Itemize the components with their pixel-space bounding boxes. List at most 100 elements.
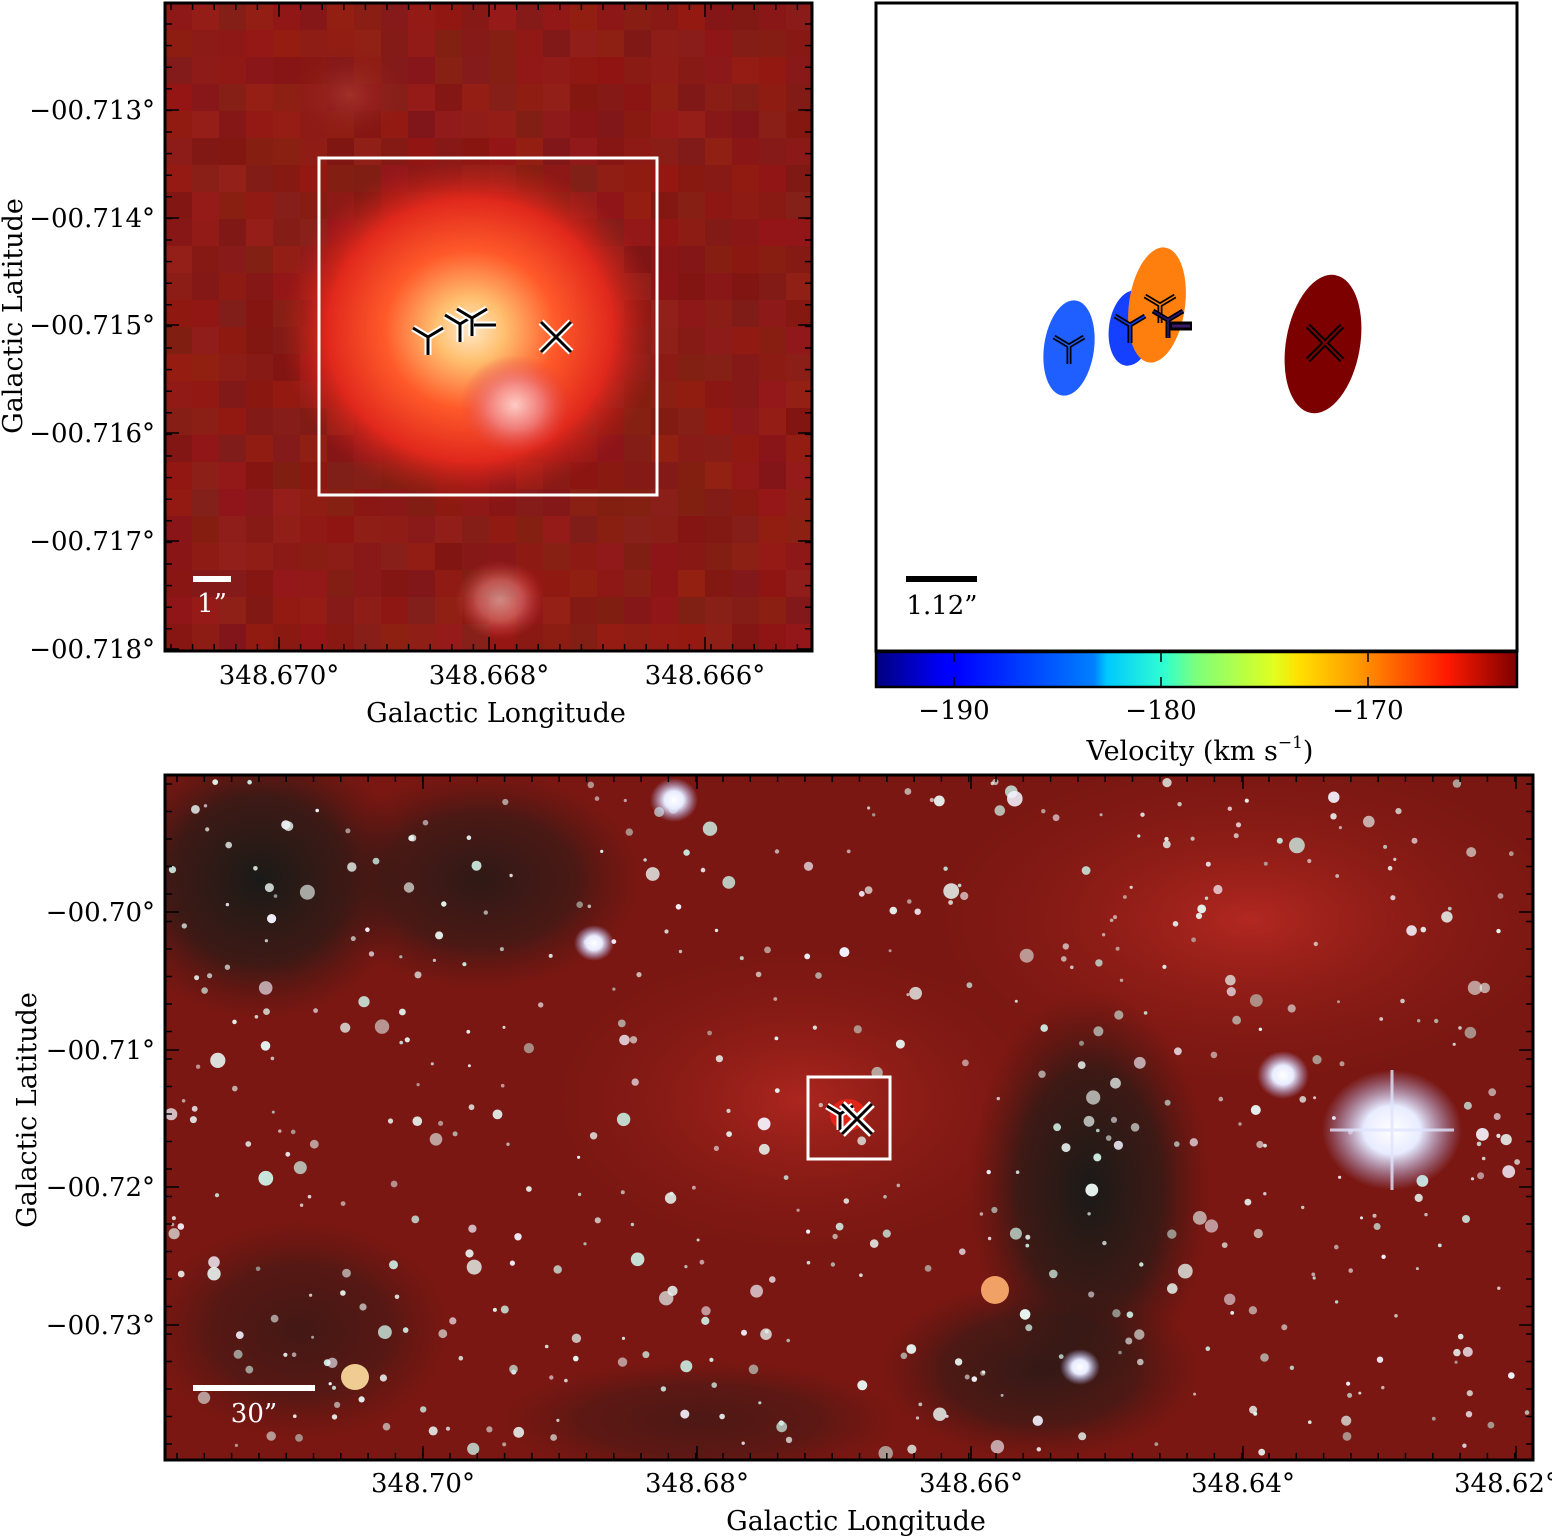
scale-bar-label-top-right: 1.12” [906, 591, 977, 621]
star [1376, 1356, 1384, 1363]
star [642, 1351, 650, 1359]
pixel-block [246, 381, 273, 408]
star [334, 1401, 341, 1408]
pixel-block [759, 462, 786, 489]
pixel-block [165, 462, 192, 489]
star [402, 1327, 409, 1333]
inset-box [806, 1075, 892, 1161]
pixel-block [543, 138, 570, 165]
pixel-block [219, 273, 246, 300]
star [1041, 809, 1046, 814]
star [1434, 1018, 1439, 1024]
star [629, 1036, 638, 1044]
star [404, 1037, 410, 1043]
pixel-block [678, 192, 705, 219]
pixel-block [192, 111, 219, 138]
pixel-block [219, 489, 246, 516]
star [254, 1015, 259, 1019]
star [195, 1064, 201, 1069]
star [1019, 948, 1034, 963]
pixel-block [732, 597, 759, 624]
pixel-block [651, 435, 678, 462]
pixel-block [165, 597, 192, 624]
pixel-block [246, 516, 273, 543]
star [1465, 1411, 1473, 1418]
star [358, 996, 370, 1008]
star [1078, 1432, 1087, 1441]
pixel-block [219, 300, 246, 327]
pixel-block [597, 489, 624, 516]
pixel-block [354, 489, 381, 516]
star [432, 958, 436, 963]
star [962, 1059, 969, 1067]
x-tick-label: 348.666° [645, 661, 766, 691]
pixel-block [246, 435, 273, 462]
pixel-block [759, 192, 786, 219]
star [177, 1223, 185, 1230]
star [675, 904, 682, 910]
star [1307, 858, 1312, 864]
star [1110, 1116, 1118, 1123]
star [210, 1052, 226, 1068]
star [678, 949, 683, 954]
top-right-frame [874, 1, 1519, 653]
pixel-block [219, 381, 246, 408]
pixel-block [678, 273, 705, 300]
star [857, 1380, 868, 1391]
star [996, 1096, 1000, 1101]
star [1508, 1372, 1515, 1379]
pixel-block [705, 84, 732, 111]
pixel-block [651, 57, 678, 84]
star [1113, 915, 1117, 920]
tri-marker-icon [411, 324, 445, 355]
pixel-block [678, 570, 705, 597]
star [509, 1260, 515, 1266]
pixel-block [165, 489, 192, 516]
star [1226, 987, 1236, 997]
star [1493, 1113, 1501, 1120]
star [625, 828, 633, 836]
star [1195, 912, 1203, 920]
pixel-block [246, 543, 273, 570]
star [1115, 946, 1120, 951]
maser-markers-top-left [411, 305, 574, 355]
star [1133, 1056, 1146, 1069]
star [1341, 1415, 1352, 1426]
pixel-block [192, 489, 219, 516]
pixel-block [192, 84, 219, 111]
pixel-block [732, 435, 759, 462]
pixel-block [786, 30, 812, 57]
star [1061, 1143, 1071, 1153]
star [428, 1426, 438, 1436]
star [267, 914, 277, 924]
star [270, 1314, 279, 1323]
orange-star [981, 1276, 1009, 1304]
star [399, 1040, 404, 1045]
pixel-block [165, 381, 192, 408]
star [1025, 1234, 1031, 1240]
star [1052, 814, 1060, 822]
star [1000, 1393, 1004, 1397]
pixel-block [300, 570, 327, 597]
star [387, 1118, 394, 1124]
star [933, 795, 945, 807]
star [1373, 1223, 1381, 1230]
star [1415, 1267, 1419, 1271]
star [449, 1317, 457, 1325]
star [468, 1224, 477, 1233]
pixel-block [273, 570, 300, 597]
star [1061, 956, 1067, 962]
pixel-block [516, 57, 543, 84]
star [214, 1193, 220, 1198]
star [858, 890, 865, 897]
star [372, 857, 380, 865]
x-marker-icon [839, 1101, 875, 1137]
star [1260, 1353, 1269, 1362]
star [1221, 1242, 1228, 1248]
star [872, 813, 876, 817]
star [909, 986, 922, 1000]
pixel-block [246, 354, 273, 381]
star [394, 1294, 400, 1300]
star [1342, 1432, 1352, 1441]
y-tick-label: −00.715° [29, 311, 155, 341]
